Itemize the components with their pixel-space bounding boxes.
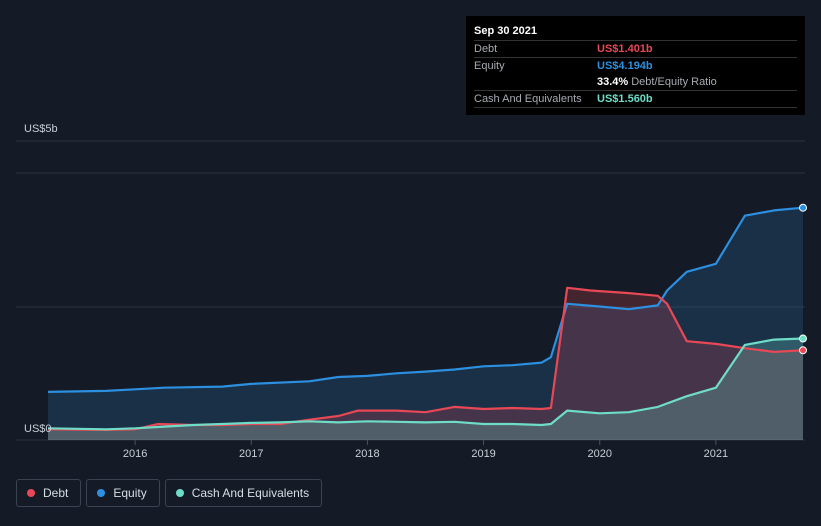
series-line-equity: [47, 206, 804, 393]
series-end-marker-cash: [799, 334, 807, 343]
legend-item-cash[interactable]: Cash And Equivalents: [164, 479, 323, 507]
series-area-debt: [48, 287, 803, 440]
x-tick-label: 2016: [123, 448, 147, 460]
y-axis-top-label: US$5b: [24, 123, 58, 135]
tooltip-ratio-caption: Debt/Equity Ratio: [631, 76, 717, 88]
series-line-cash: [47, 337, 804, 431]
tooltip-label-ratio: [474, 74, 597, 90]
series-areas: [48, 207, 803, 440]
x-tick-label: 2017: [239, 448, 263, 460]
tooltip-value-debt: US$1.401b: [597, 43, 653, 55]
series-area-equity: [48, 207, 803, 440]
series-area-cash: [48, 338, 803, 440]
x-tick-label: 2020: [587, 448, 611, 460]
plot-background: [16, 141, 805, 440]
x-tick-label: 2019: [471, 448, 495, 460]
legend-dot-equity: [97, 489, 106, 497]
tooltip-row-cash: Cash And Equivalents US$1.560b: [474, 90, 797, 108]
legend-dot-cash: [175, 489, 184, 497]
x-tick-label: 2018: [355, 448, 379, 460]
legend-label-equity: Equity: [113, 486, 147, 500]
legend-label-cash: Cash And Equivalents: [191, 486, 310, 500]
legend-item-debt[interactable]: Debt: [16, 479, 82, 507]
tooltip-row-debt: Debt US$1.401b: [474, 40, 797, 57]
x-axis-ticks: 2016 2017 2018 2019 2020 2021: [123, 440, 728, 460]
legend-dot-debt: [27, 489, 35, 497]
series-end-marker-equity: [799, 203, 807, 212]
end-markers: [799, 203, 807, 355]
y-axis-zero-label: US$0: [24, 423, 52, 435]
tooltip-label-debt: Debt: [474, 43, 498, 55]
tooltip-label-equity: Equity: [474, 60, 505, 72]
legend-item-equity[interactable]: Equity: [86, 479, 160, 507]
series-lines: [47, 206, 804, 431]
x-tick-label: 2021: [704, 448, 728, 460]
tooltip-panel: Sep 30 2021 Debt US$1.401b Equity US$4.1…: [466, 16, 805, 115]
tooltip-row-ratio: 33.4% Debt/Equity Ratio: [474, 74, 797, 90]
tooltip-date: Sep 30 2021: [474, 25, 537, 37]
legend-label-debt: Debt: [43, 486, 69, 500]
series-end-marker-debt: [799, 346, 807, 355]
tooltip-row-equity: Equity US$4.194b: [474, 57, 797, 74]
tooltip-value-cash: US$1.560b: [597, 93, 653, 105]
tooltip-label-cash: Cash And Equivalents: [474, 93, 582, 105]
tooltip-value-equity: US$4.194b: [597, 60, 653, 72]
legend: Debt Equity Cash And Equivalents: [16, 479, 327, 507]
tooltip-value-ratio: 33.4%: [597, 76, 629, 88]
grid-lines: [16, 140, 805, 441]
